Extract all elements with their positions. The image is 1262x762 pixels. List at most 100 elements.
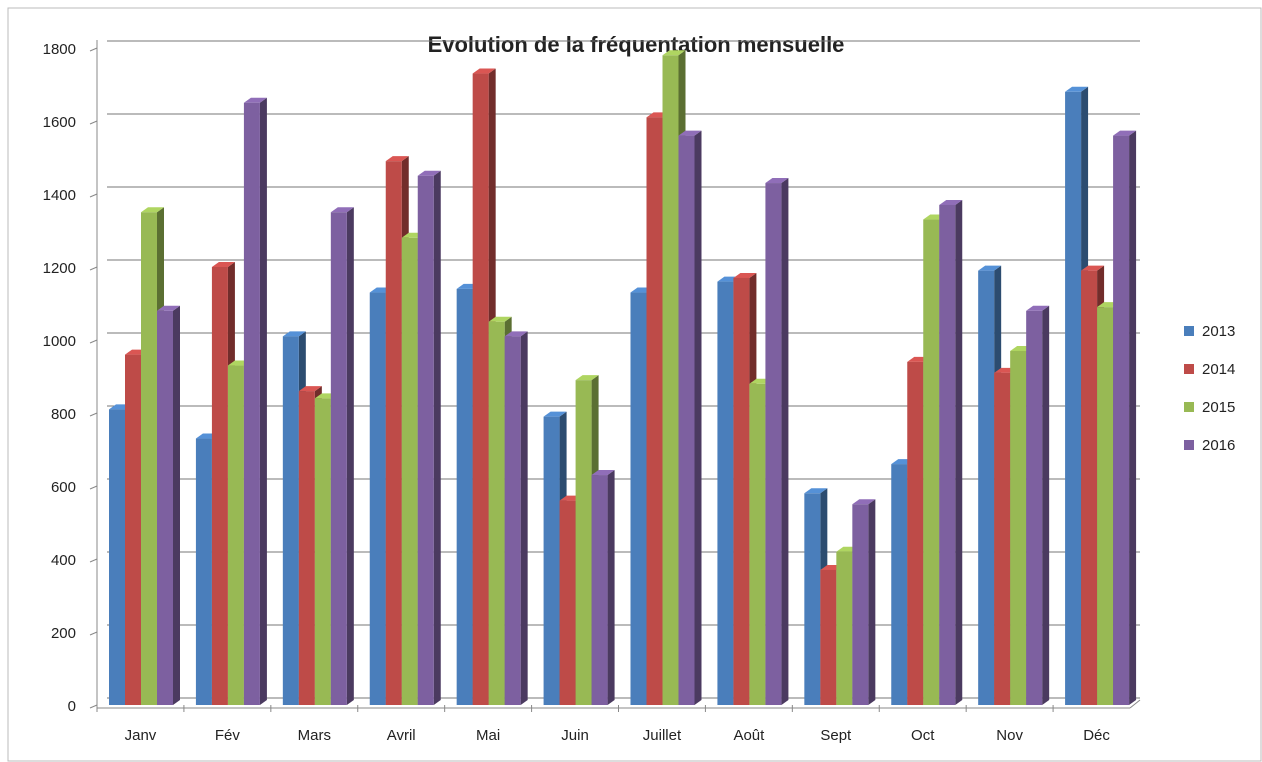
bar-top	[978, 265, 1002, 271]
bar	[733, 277, 750, 705]
bar-side	[259, 97, 267, 705]
bar	[630, 292, 647, 705]
bar	[923, 219, 940, 706]
bar	[646, 117, 663, 706]
y-tick	[89, 412, 98, 417]
bar-top	[591, 470, 615, 476]
bar	[141, 212, 157, 705]
bar	[939, 204, 956, 705]
y-tick	[89, 120, 98, 125]
bar-top	[243, 97, 267, 103]
bar	[994, 372, 1011, 705]
y-tick	[89, 193, 98, 198]
y-tick	[89, 704, 98, 709]
bar	[836, 551, 853, 705]
y-tick	[89, 558, 98, 563]
bar-top	[488, 316, 512, 322]
bar-top	[504, 331, 528, 337]
bar	[717, 281, 734, 705]
bar-side	[1042, 305, 1050, 705]
bar	[1097, 307, 1114, 705]
bar-top	[330, 207, 354, 213]
bar	[820, 569, 837, 705]
y-tick	[89, 266, 98, 271]
bar-top	[1113, 130, 1137, 136]
bar-side	[607, 470, 615, 705]
x-tick-label: Nov	[996, 727, 1023, 744]
y-tick-label: 1200	[43, 260, 76, 277]
y-tick-label: 1000	[43, 333, 76, 350]
bar-side	[781, 178, 789, 706]
legend-label: 2015	[1202, 399, 1235, 416]
x-tick-label: Oct	[911, 727, 935, 744]
y-tick	[89, 631, 98, 636]
y-tick-label: 1600	[43, 114, 76, 131]
bar-top	[733, 272, 757, 278]
bar	[678, 135, 695, 706]
legend-swatch	[1184, 326, 1194, 336]
bar	[1113, 135, 1130, 706]
bar-side	[1129, 130, 1137, 706]
bar	[488, 321, 505, 705]
chart-title: Evolution de la fréquentation mensuelle	[428, 32, 845, 57]
bar	[765, 183, 782, 706]
y-tick-label: 800	[51, 406, 76, 423]
x-tick-label: Mai	[476, 727, 500, 744]
bar-top	[417, 170, 441, 176]
y-tick-label: 0	[68, 698, 76, 715]
y-tick-label: 600	[51, 479, 76, 496]
bar-top	[939, 199, 963, 205]
bar-top	[804, 488, 828, 494]
bar	[211, 267, 228, 705]
bar	[227, 365, 244, 705]
bar-top	[141, 207, 164, 213]
bar	[314, 398, 331, 705]
bar	[298, 391, 315, 705]
bar	[401, 237, 418, 706]
bar	[804, 493, 821, 705]
legend-swatch	[1184, 440, 1194, 450]
bar-side	[346, 207, 354, 705]
bar	[157, 310, 173, 705]
x-tick-label: Juillet	[643, 727, 682, 744]
legend-label: 2016	[1202, 437, 1235, 454]
bar	[575, 380, 592, 705]
bar	[504, 336, 521, 705]
bar	[385, 161, 402, 705]
bar	[417, 175, 434, 705]
floor-edge	[1129, 699, 1141, 709]
bar-top	[1065, 86, 1089, 92]
bar	[591, 475, 608, 705]
bar-side	[694, 130, 702, 706]
bar-side	[955, 199, 963, 705]
bar-top	[575, 375, 599, 381]
bar-top	[1026, 305, 1050, 311]
bar-top	[1081, 265, 1105, 271]
legend-label: 2013	[1202, 323, 1235, 340]
bar	[543, 416, 560, 705]
bar	[369, 292, 386, 705]
bar	[195, 438, 212, 705]
bar-top	[765, 178, 789, 184]
bar-top	[211, 262, 235, 267]
x-tick-label: Mars	[298, 727, 331, 744]
bar	[243, 102, 260, 705]
bar	[1081, 270, 1098, 705]
y-tick	[89, 485, 98, 490]
bar	[1065, 91, 1082, 706]
legend-swatch	[1184, 364, 1194, 374]
bar-top	[852, 499, 876, 505]
bar	[559, 500, 576, 705]
x-tick-label: Sept	[820, 727, 852, 744]
x-tick-label: Juin	[561, 727, 589, 744]
bar-side	[520, 331, 528, 705]
y-tick	[89, 47, 98, 52]
x-tick-label: Janv	[125, 727, 157, 744]
bar-side	[868, 499, 876, 705]
x-tick-label: Août	[733, 727, 765, 744]
bar-top	[543, 411, 567, 417]
bar-side	[173, 305, 180, 705]
bar	[852, 504, 869, 705]
bar-top	[157, 305, 180, 311]
